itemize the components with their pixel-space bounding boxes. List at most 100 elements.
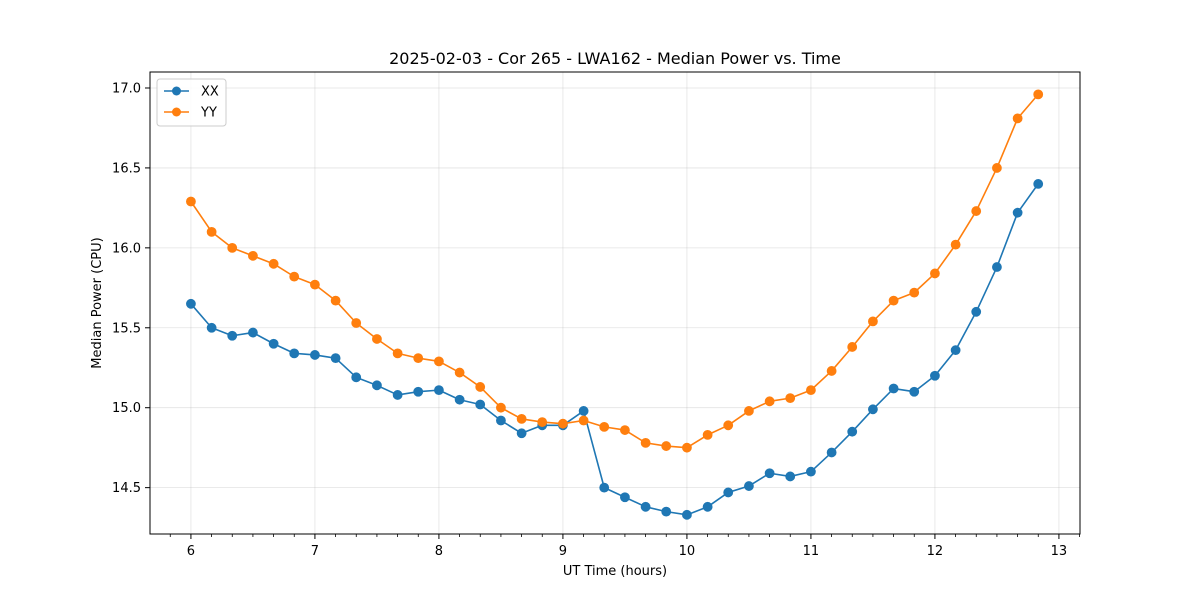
legend-marker-xx bbox=[172, 86, 181, 96]
data-point-yy bbox=[578, 415, 589, 426]
data-point-yy bbox=[434, 356, 444, 367]
data-point-yy bbox=[186, 196, 196, 207]
data-point-yy bbox=[682, 442, 692, 453]
x-tick-label: 9 bbox=[559, 544, 567, 559]
data-point-xx bbox=[330, 353, 341, 364]
data-point-xx bbox=[702, 501, 713, 512]
data-point-xx bbox=[186, 298, 196, 309]
data-point-xx bbox=[206, 322, 217, 333]
data-point-yy bbox=[475, 382, 486, 392]
data-point-xx bbox=[1033, 179, 1044, 189]
data-point-yy bbox=[744, 406, 754, 416]
data-point-xx bbox=[392, 390, 403, 400]
data-point-xx bbox=[1012, 207, 1023, 218]
data-point-yy bbox=[806, 385, 816, 396]
data-point-xx bbox=[826, 447, 837, 458]
data-point-xx bbox=[475, 399, 486, 410]
data-point-xx bbox=[516, 428, 527, 439]
data-point-yy bbox=[1012, 113, 1023, 124]
data-point-xx bbox=[413, 386, 424, 397]
y-axis-label: Median Power (CPU) bbox=[90, 237, 105, 368]
data-point-yy bbox=[702, 429, 713, 440]
data-point-xx bbox=[661, 506, 672, 517]
x-tick-label: 10 bbox=[679, 544, 696, 559]
data-point-xx bbox=[310, 350, 320, 360]
x-tick-label: 8 bbox=[435, 544, 443, 559]
data-point-xx bbox=[930, 370, 940, 381]
data-point-xx bbox=[268, 338, 279, 349]
data-point-yy bbox=[909, 287, 920, 298]
data-point-xx bbox=[785, 471, 796, 482]
data-point-yy bbox=[723, 420, 734, 431]
data-point-yy bbox=[620, 425, 630, 435]
data-point-xx bbox=[248, 327, 258, 338]
x-tick-label: 11 bbox=[803, 544, 820, 559]
data-point-yy bbox=[289, 271, 300, 282]
data-point-xx bbox=[723, 487, 734, 498]
data-point-yy bbox=[558, 418, 568, 429]
data-point-yy bbox=[599, 421, 610, 432]
legend-label-yy: YY bbox=[200, 106, 217, 121]
data-point-xx bbox=[289, 348, 300, 359]
y-tick-label: 14.5 bbox=[112, 481, 141, 496]
x-tick-label: 6 bbox=[187, 544, 195, 559]
data-point-xx bbox=[496, 415, 506, 426]
data-point-yy bbox=[661, 441, 672, 451]
data-point-xx bbox=[227, 330, 238, 341]
plot-frame bbox=[149, 71, 1081, 535]
data-point-yy bbox=[847, 342, 858, 352]
data-point-xx bbox=[888, 383, 899, 394]
x-tick-label: 12 bbox=[927, 544, 944, 559]
data-point-xx bbox=[454, 394, 465, 405]
data-point-yy bbox=[206, 226, 217, 237]
data-point-xx bbox=[599, 482, 610, 493]
data-point-yy bbox=[413, 353, 424, 364]
data-point-xx bbox=[620, 492, 630, 503]
axis-ticks: 6 7 8 9 10 11 12 13 14.5 15.0 15.5 16.0 16.5 17.0 bbox=[112, 81, 1080, 559]
chart-title: 2025-02-03 - Cor 265 - LWA162 - Median P… bbox=[389, 49, 841, 68]
data-point-yy bbox=[330, 295, 341, 306]
data-point-xx bbox=[372, 380, 382, 391]
data-point-xx bbox=[909, 386, 920, 397]
data-point-yy bbox=[640, 437, 651, 448]
data-point-yy bbox=[516, 413, 527, 424]
data-point-xx bbox=[682, 509, 692, 520]
data-point-xx bbox=[847, 426, 858, 437]
data-point-yy bbox=[248, 250, 258, 261]
y-tick-label: 16.5 bbox=[112, 161, 141, 176]
data-point-yy bbox=[868, 316, 878, 327]
data-point-yy bbox=[310, 279, 320, 290]
data-point-xx bbox=[971, 306, 982, 317]
data-point-yy bbox=[930, 268, 940, 279]
grid bbox=[150, 72, 1080, 534]
data-point-xx bbox=[806, 466, 816, 477]
legend-label-xx: XX bbox=[201, 85, 219, 100]
data-point-xx bbox=[764, 468, 775, 479]
legend: XX YY bbox=[156, 78, 227, 127]
data-point-yy bbox=[537, 417, 548, 427]
data-point-yy bbox=[764, 396, 775, 407]
data-point-yy bbox=[227, 242, 238, 253]
data-point-yy bbox=[268, 258, 279, 269]
data-point-yy bbox=[992, 163, 1002, 173]
data-point-xx bbox=[640, 501, 651, 512]
y-tick-label: 16.0 bbox=[112, 241, 141, 256]
data-point-yy bbox=[351, 318, 362, 328]
data-point-xx bbox=[868, 404, 878, 415]
data-point-yy bbox=[392, 348, 403, 359]
y-tick-label: 15.5 bbox=[112, 321, 141, 336]
data-point-yy bbox=[496, 402, 506, 413]
series-group bbox=[186, 89, 1044, 520]
data-point-xx bbox=[351, 372, 362, 383]
data-point-yy bbox=[826, 366, 837, 376]
legend-marker-yy bbox=[172, 107, 181, 117]
data-point-xx bbox=[434, 385, 444, 396]
data-point-yy bbox=[971, 206, 982, 216]
data-point-yy bbox=[372, 334, 382, 344]
data-point-xx bbox=[578, 406, 589, 416]
data-point-yy bbox=[454, 367, 465, 378]
y-tick-label: 15.0 bbox=[112, 401, 141, 416]
data-point-xx bbox=[992, 262, 1002, 272]
data-point-xx bbox=[744, 481, 754, 491]
